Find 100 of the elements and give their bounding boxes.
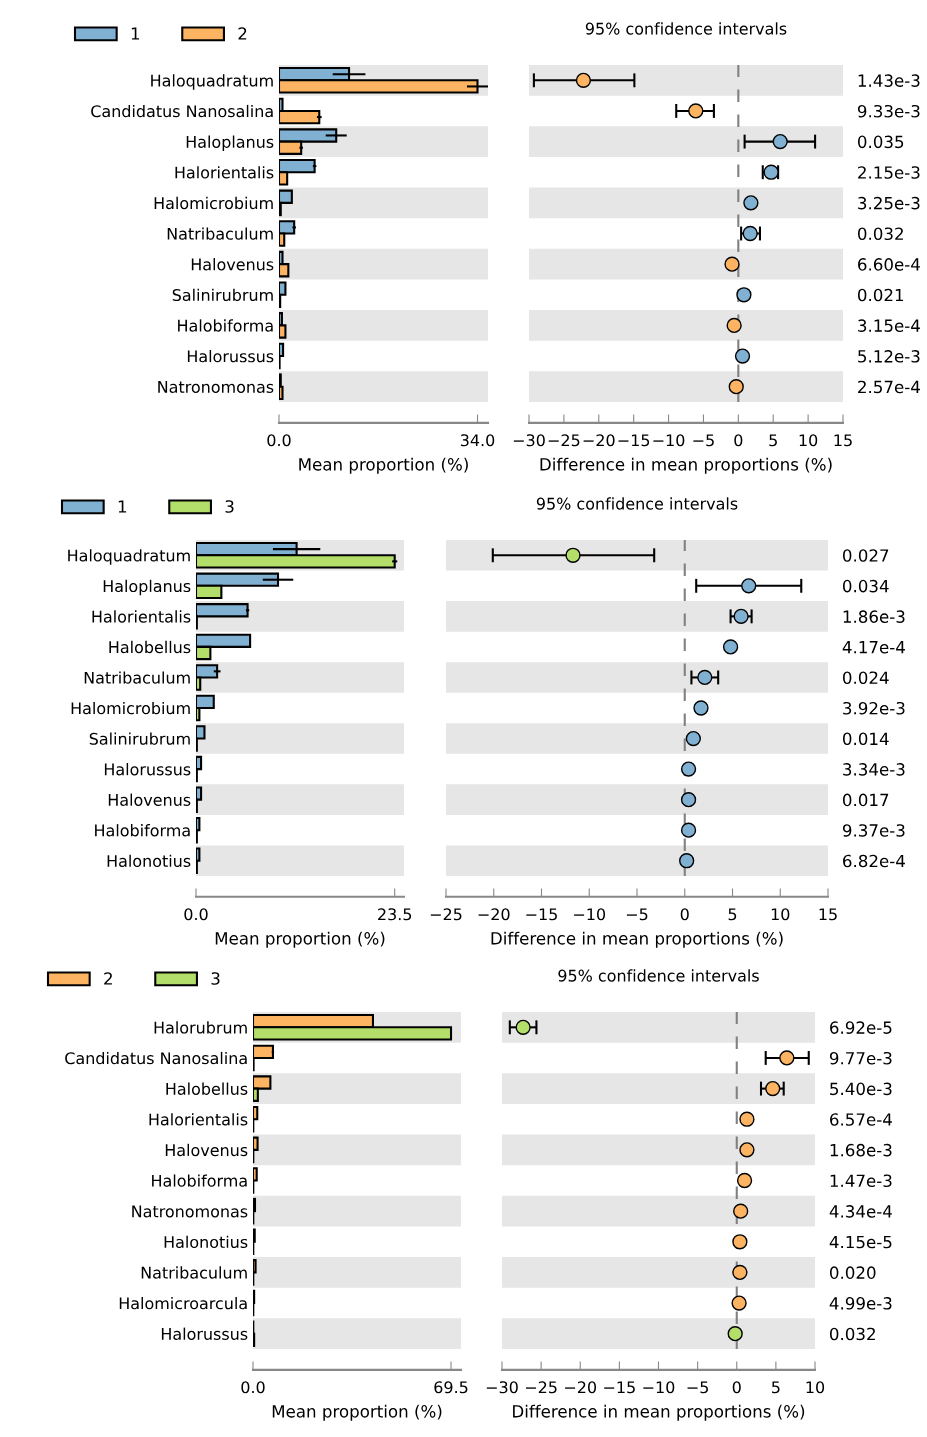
point xyxy=(575,72,592,88)
y-tick-label: 9.37e-3 xyxy=(842,824,905,837)
y-tick-label: 0.032 xyxy=(829,1327,875,1341)
point xyxy=(733,1203,749,1219)
legend-label: 2 xyxy=(238,27,247,40)
point xyxy=(679,853,695,869)
y-tick-label: 9.77e-3 xyxy=(829,1051,892,1065)
point xyxy=(565,547,581,563)
point xyxy=(733,608,749,625)
y-tick-label: 4.99e-3 xyxy=(829,1297,892,1310)
y-tick-label: Haloquadratum xyxy=(151,74,273,90)
x-tick-label: 0 xyxy=(680,908,689,921)
point xyxy=(724,256,740,272)
x-tick-label: −30 xyxy=(513,434,545,447)
x-tick-label: −20 xyxy=(478,908,510,921)
point xyxy=(765,1080,781,1097)
legend-label: 1 xyxy=(131,27,140,40)
x-tick-label: 5 xyxy=(728,908,737,921)
y-tick-label: 0.035 xyxy=(857,135,904,149)
x-tick-label: −10 xyxy=(574,908,606,921)
y-tick-label: Halomicroarcula xyxy=(119,1296,247,1310)
y-tick-label: Halorussus xyxy=(104,763,191,776)
y-tick-label: 1.47e-3 xyxy=(830,1174,892,1188)
x-tick-label: −15 xyxy=(526,908,557,921)
y-tick-label: 2.57e-4 xyxy=(858,380,920,394)
point xyxy=(739,1142,755,1158)
y-tick-label: 5.40e-3 xyxy=(830,1082,892,1096)
y-tick-label: Halovenus xyxy=(108,793,191,806)
x-tick-label: −10 xyxy=(653,434,685,447)
point xyxy=(734,348,751,364)
y-tick-label: 0.027 xyxy=(842,549,889,562)
y-tick-label: Salinirubrum xyxy=(172,288,273,302)
x-tick-label: −20 xyxy=(565,1381,597,1394)
y-tick-label: Halobiforma xyxy=(152,1174,247,1187)
y-tick-label: Halorientalis xyxy=(92,610,191,623)
y-tick-label: 3.15e-4 xyxy=(858,319,920,332)
x-tick-label: 5 xyxy=(772,1381,780,1394)
y-tick-label: 4.17e-4 xyxy=(842,641,905,654)
x-tick-label: 15 xyxy=(819,908,837,921)
y-tick-label: Halovenus xyxy=(191,258,274,271)
point xyxy=(726,317,742,334)
y-tick-label: Natronomonas xyxy=(132,1205,248,1218)
y-tick-label: Natribaculum xyxy=(141,1266,247,1279)
x-tick-label: −15 xyxy=(604,1381,635,1394)
point xyxy=(736,287,752,303)
x-tick-label: −5 xyxy=(693,434,714,447)
y-tick-label: Candidatus Nanosalina xyxy=(65,1051,247,1065)
x-axis-title: Difference in mean proportions (%) xyxy=(513,1404,805,1421)
x-tick-label: 0.0 xyxy=(267,434,291,447)
y-tick-label: 0.017 xyxy=(842,793,889,807)
point xyxy=(732,1234,748,1250)
x-tick-label: −5 xyxy=(626,908,648,921)
y-tick-label: Halobiforma xyxy=(95,824,190,837)
x-tick-label: 5 xyxy=(769,434,777,447)
y-tick-label: Natribaculum xyxy=(167,227,273,240)
x-axis-title: Mean proportion (%) xyxy=(215,931,385,948)
y-tick-label: 0.021 xyxy=(857,288,904,302)
y-tick-label: 6.60e-4 xyxy=(858,258,920,271)
y-tick-label: 0.034 xyxy=(842,579,889,593)
y-tick-label: Halorussus xyxy=(187,349,274,363)
x-tick-label: 15 xyxy=(834,434,852,447)
y-tick-label: 0.024 xyxy=(842,671,889,685)
point xyxy=(732,1264,748,1281)
point xyxy=(515,1019,531,1035)
y-tick-label: Halobiforma xyxy=(178,319,273,332)
legend-label: 1 xyxy=(118,500,127,513)
y-tick-label: 3.34e-3 xyxy=(843,763,905,776)
point xyxy=(697,669,713,686)
y-tick-label: Halorussus xyxy=(161,1327,248,1340)
chart-title: 95% confidence intervals xyxy=(585,22,787,35)
x-tick-label: −25 xyxy=(430,908,462,921)
x-tick-label: 0 xyxy=(734,434,743,447)
x-tick-label: 10 xyxy=(806,1381,825,1394)
x-tick-label: −25 xyxy=(548,434,580,447)
chart-title: 95% confidence intervals xyxy=(558,969,759,982)
legend-label: 3 xyxy=(225,500,234,513)
y-tick-label: Natribaculum xyxy=(84,671,190,684)
point xyxy=(680,791,697,808)
point xyxy=(772,133,788,150)
legend-label: 3 xyxy=(211,972,220,985)
y-tick-label: 3.92e-3 xyxy=(843,701,905,715)
y-tick-label: Natronomonas xyxy=(158,381,274,393)
y-tick-label: Halorientalis xyxy=(149,1113,248,1126)
point xyxy=(693,700,709,716)
y-tick-label: Halorientalis xyxy=(175,166,274,179)
point xyxy=(731,1295,747,1311)
y-tick-label: 1.43e-3 xyxy=(858,74,920,87)
y-tick-label: Salinirubrum xyxy=(89,732,190,745)
y-tick-label: Halonotius xyxy=(164,1235,248,1249)
point xyxy=(685,730,701,747)
x-tick-label: 69.5 xyxy=(434,1381,468,1394)
x-tick-label: 0 xyxy=(732,1381,741,1394)
y-tick-label: Halobellus xyxy=(109,640,191,654)
point xyxy=(739,1111,755,1127)
y-tick-label: Haloplanus xyxy=(186,135,274,151)
x-tick-label: −5 xyxy=(687,1381,708,1394)
x-tick-label: 0.0 xyxy=(184,908,208,921)
y-tick-label: Haloquadratum xyxy=(68,549,190,565)
y-tick-label: Halomicrobium xyxy=(71,701,190,715)
y-tick-label: 0.014 xyxy=(842,732,889,746)
